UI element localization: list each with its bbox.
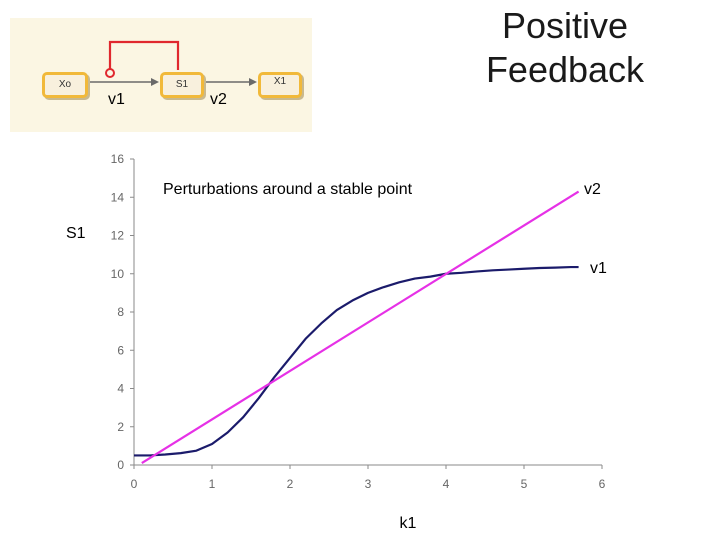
x-tick-label: 0 [131, 477, 138, 491]
y-tick-label: 16 [111, 152, 125, 166]
y-axis-label: S1 [66, 225, 86, 242]
node-x1-label: X1 [273, 76, 287, 87]
y-tick-label: 8 [117, 305, 124, 319]
x-tick-label: 3 [365, 477, 372, 491]
chart-annotation: Perturbations around a stable point [163, 181, 413, 198]
x-tick-label: 2 [287, 477, 294, 491]
series-label-v2: v2 [584, 181, 601, 198]
y-tick-label: 12 [111, 229, 125, 243]
series-line-v2 [141, 190, 580, 465]
arrowhead-x1 [249, 78, 257, 86]
title-line-2: Feedback [485, 49, 645, 90]
y-tick-label: 6 [117, 343, 124, 357]
node-s1: S1 [160, 72, 204, 98]
y-tick-label: 14 [111, 190, 125, 204]
series-label-v1: v1 [590, 260, 607, 277]
pathway-diagram: Xo S1 X1 [10, 18, 312, 132]
feedback-modifier-circle [105, 68, 115, 78]
node-xo: Xo [42, 72, 88, 98]
node-xo-label: Xo [58, 79, 72, 90]
series-line-v1 [134, 265, 579, 457]
x-tick-label: 6 [599, 477, 606, 491]
diagram-label-v1: v1 [108, 91, 125, 108]
arrowhead-s1 [151, 78, 159, 86]
y-tick-label: 2 [117, 420, 124, 434]
x-tick-label: 1 [209, 477, 216, 491]
y-tick-label: 4 [117, 382, 124, 396]
slide-title: Positive Feedback [480, 4, 650, 92]
x-tick-label: 4 [443, 477, 450, 491]
diagram-label-v2: v2 [210, 91, 227, 108]
node-x1: X1 [258, 72, 302, 98]
x-tick-label: 5 [521, 477, 528, 491]
y-tick-label: 0 [117, 458, 124, 472]
feedback-arrow [108, 40, 180, 70]
title-line-1: Positive [501, 5, 629, 46]
diagram-connectors [85, 40, 257, 86]
x-axis-label: k1 [400, 515, 417, 532]
y-tick-label: 10 [111, 267, 125, 281]
node-s1-label: S1 [175, 79, 189, 90]
